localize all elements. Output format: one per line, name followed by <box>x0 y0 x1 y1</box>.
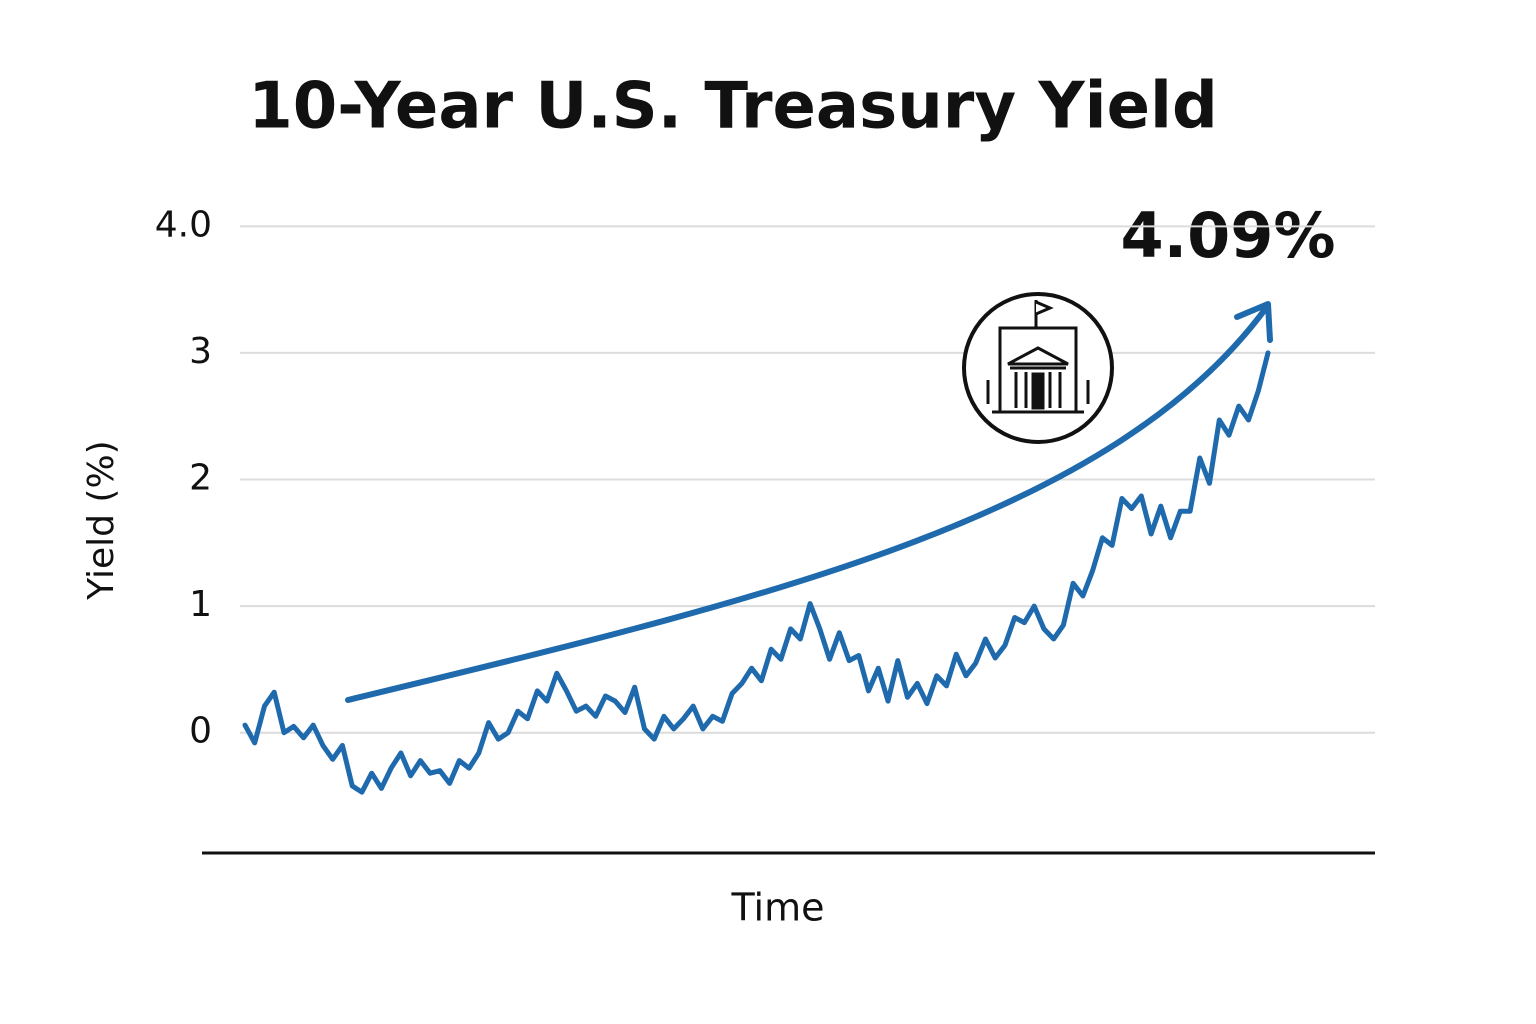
y-tick-label: 0 <box>189 711 212 752</box>
trend-arrow-head <box>1234 301 1273 343</box>
data-line <box>242 350 1271 795</box>
y-tick-label: 4.0 <box>155 204 212 245</box>
chart-title: 10-Year U.S. Treasury Yield <box>248 70 1218 144</box>
y-tick-label: 3 <box>189 331 212 372</box>
y-tick-label: 2 <box>189 458 212 499</box>
y-tick-label: 1 <box>189 584 212 625</box>
trend-arrow <box>345 305 1269 703</box>
bank-icon <box>962 292 1114 444</box>
annotation: 4.09% <box>1120 199 1335 272</box>
y-axis-label: Yield (%) <box>81 440 122 600</box>
x-axis-label: Time <box>731 886 825 930</box>
